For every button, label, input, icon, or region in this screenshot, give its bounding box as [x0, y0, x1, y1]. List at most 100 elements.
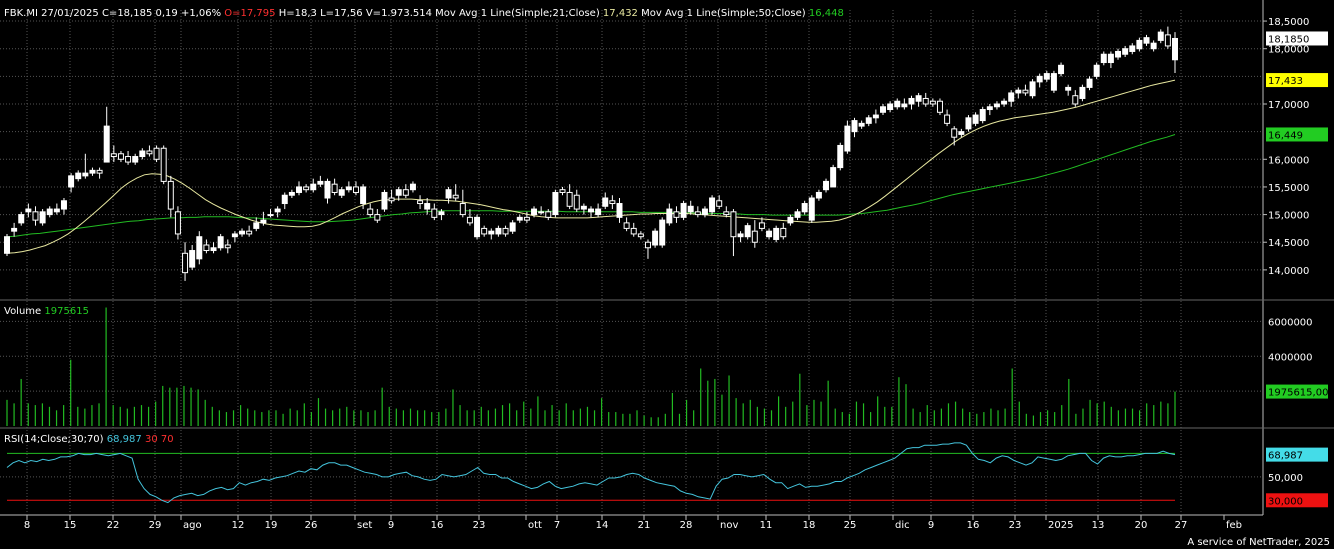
candle-body [167, 180, 174, 210]
candle-body [1050, 73, 1057, 91]
candle-body [338, 189, 345, 196]
candle-body [324, 180, 331, 199]
candle-body [944, 114, 951, 124]
candle-body [160, 147, 167, 182]
candle-body [502, 227, 509, 235]
candle-body [331, 183, 338, 193]
header-open: O=17,795 [224, 8, 275, 19]
candle-body [616, 203, 623, 218]
candle-body [1115, 50, 1122, 58]
candle-body [1065, 86, 1072, 91]
candle-body [1172, 37, 1178, 61]
candle-body [687, 205, 694, 213]
candle-body [566, 191, 573, 207]
candle-body [523, 216, 530, 221]
candle-body [409, 183, 416, 191]
rsi-badge-text: 68,987 [1268, 451, 1303, 462]
price-tick-label: 18,5000 [1268, 17, 1309, 28]
candle-body [1129, 45, 1136, 52]
x-tick-label: 11 [760, 520, 773, 531]
candle-body [32, 211, 39, 221]
candle-body [1107, 53, 1114, 64]
candle-body [174, 211, 181, 235]
x-tick-label: 7 [554, 520, 560, 531]
candle-body [787, 216, 794, 224]
candle-body [210, 247, 217, 252]
candle-body [644, 241, 651, 249]
price-tick-label: 18,0000 [1268, 45, 1309, 56]
candle-body [46, 208, 53, 216]
candle-body [417, 200, 424, 205]
x-tick-label: 28 [680, 520, 693, 531]
candle-body [794, 211, 801, 218]
rsi-line [6, 442, 1176, 504]
candle-body [666, 208, 673, 224]
candle-body [488, 230, 495, 235]
rsi-header: RSI(14;Close;30;70) 68,987 30 70 [4, 434, 174, 445]
x-tick-label: set [357, 520, 372, 531]
x-tick-label: 18 [803, 520, 816, 531]
candle-body [751, 230, 758, 243]
candle-body [580, 205, 587, 210]
ma21-line [6, 79, 1176, 254]
candle-body [431, 208, 438, 218]
price-header: FBK.MI 27/01/2025 C=18,185 0,19 +1,06% O… [4, 8, 844, 19]
candle-body [1143, 37, 1150, 44]
candle-body [445, 189, 452, 199]
candle-body [68, 175, 75, 188]
x-tick-label: 29 [149, 520, 162, 531]
candle-body [182, 252, 189, 274]
volume-tick-label: 6000000 [1268, 317, 1313, 328]
last-price-badge-box [1266, 31, 1328, 46]
candle-body [552, 191, 559, 216]
candle-body [481, 227, 488, 235]
grid-lines [0, 10, 1263, 512]
candle-body [758, 222, 765, 229]
candle-body [125, 156, 132, 163]
x-tick-label: 12 [232, 520, 245, 531]
candles [4, 26, 1178, 281]
ma21-badge-text: 17,433 [1268, 76, 1303, 87]
candle-body [75, 172, 82, 180]
x-tick-label: 25 [844, 520, 857, 531]
price-tick-label: 15,0000 [1268, 211, 1309, 222]
candle-body [922, 97, 929, 105]
header-close: C=18,185 [102, 8, 152, 19]
last-price-badge-text: 18,1850 [1268, 34, 1309, 45]
volume-label: Volume [4, 306, 41, 317]
candle-body [217, 236, 224, 249]
candle-body [452, 194, 459, 199]
candle-body [110, 153, 117, 158]
candle-body [637, 233, 644, 238]
ma21-label: Mov Avg 1 Line(Simple;21;Close) [435, 8, 600, 19]
price-tick-label: 15,5000 [1268, 183, 1309, 194]
candle-body [82, 172, 89, 177]
candle-body [1015, 89, 1022, 94]
candle-body [1043, 73, 1050, 80]
candle-body [630, 227, 637, 235]
candle-body [1001, 100, 1008, 105]
candle-body [830, 167, 837, 188]
candle-body [858, 122, 865, 127]
candle-body [381, 191, 388, 210]
candle-body [360, 186, 367, 205]
ma21-value: 17,432 [603, 8, 638, 19]
candle-body [117, 153, 124, 160]
candle-body [993, 103, 1000, 108]
x-tick-label: 13 [1092, 520, 1105, 531]
candle-body [801, 203, 808, 213]
candle-body [466, 216, 473, 224]
candle-body [1093, 64, 1100, 77]
symbol: FBK.MI [4, 8, 38, 19]
rsi-30-badge-box [1266, 493, 1328, 508]
candle-body [815, 191, 822, 199]
candle-body [388, 197, 395, 202]
footer-credit: A service of NetTrader, 2025 [1187, 537, 1330, 548]
candle-body [1029, 81, 1036, 97]
candle-body [880, 106, 886, 113]
candle-body [196, 236, 203, 260]
candle-body [744, 225, 751, 238]
candle-body [139, 150, 146, 158]
